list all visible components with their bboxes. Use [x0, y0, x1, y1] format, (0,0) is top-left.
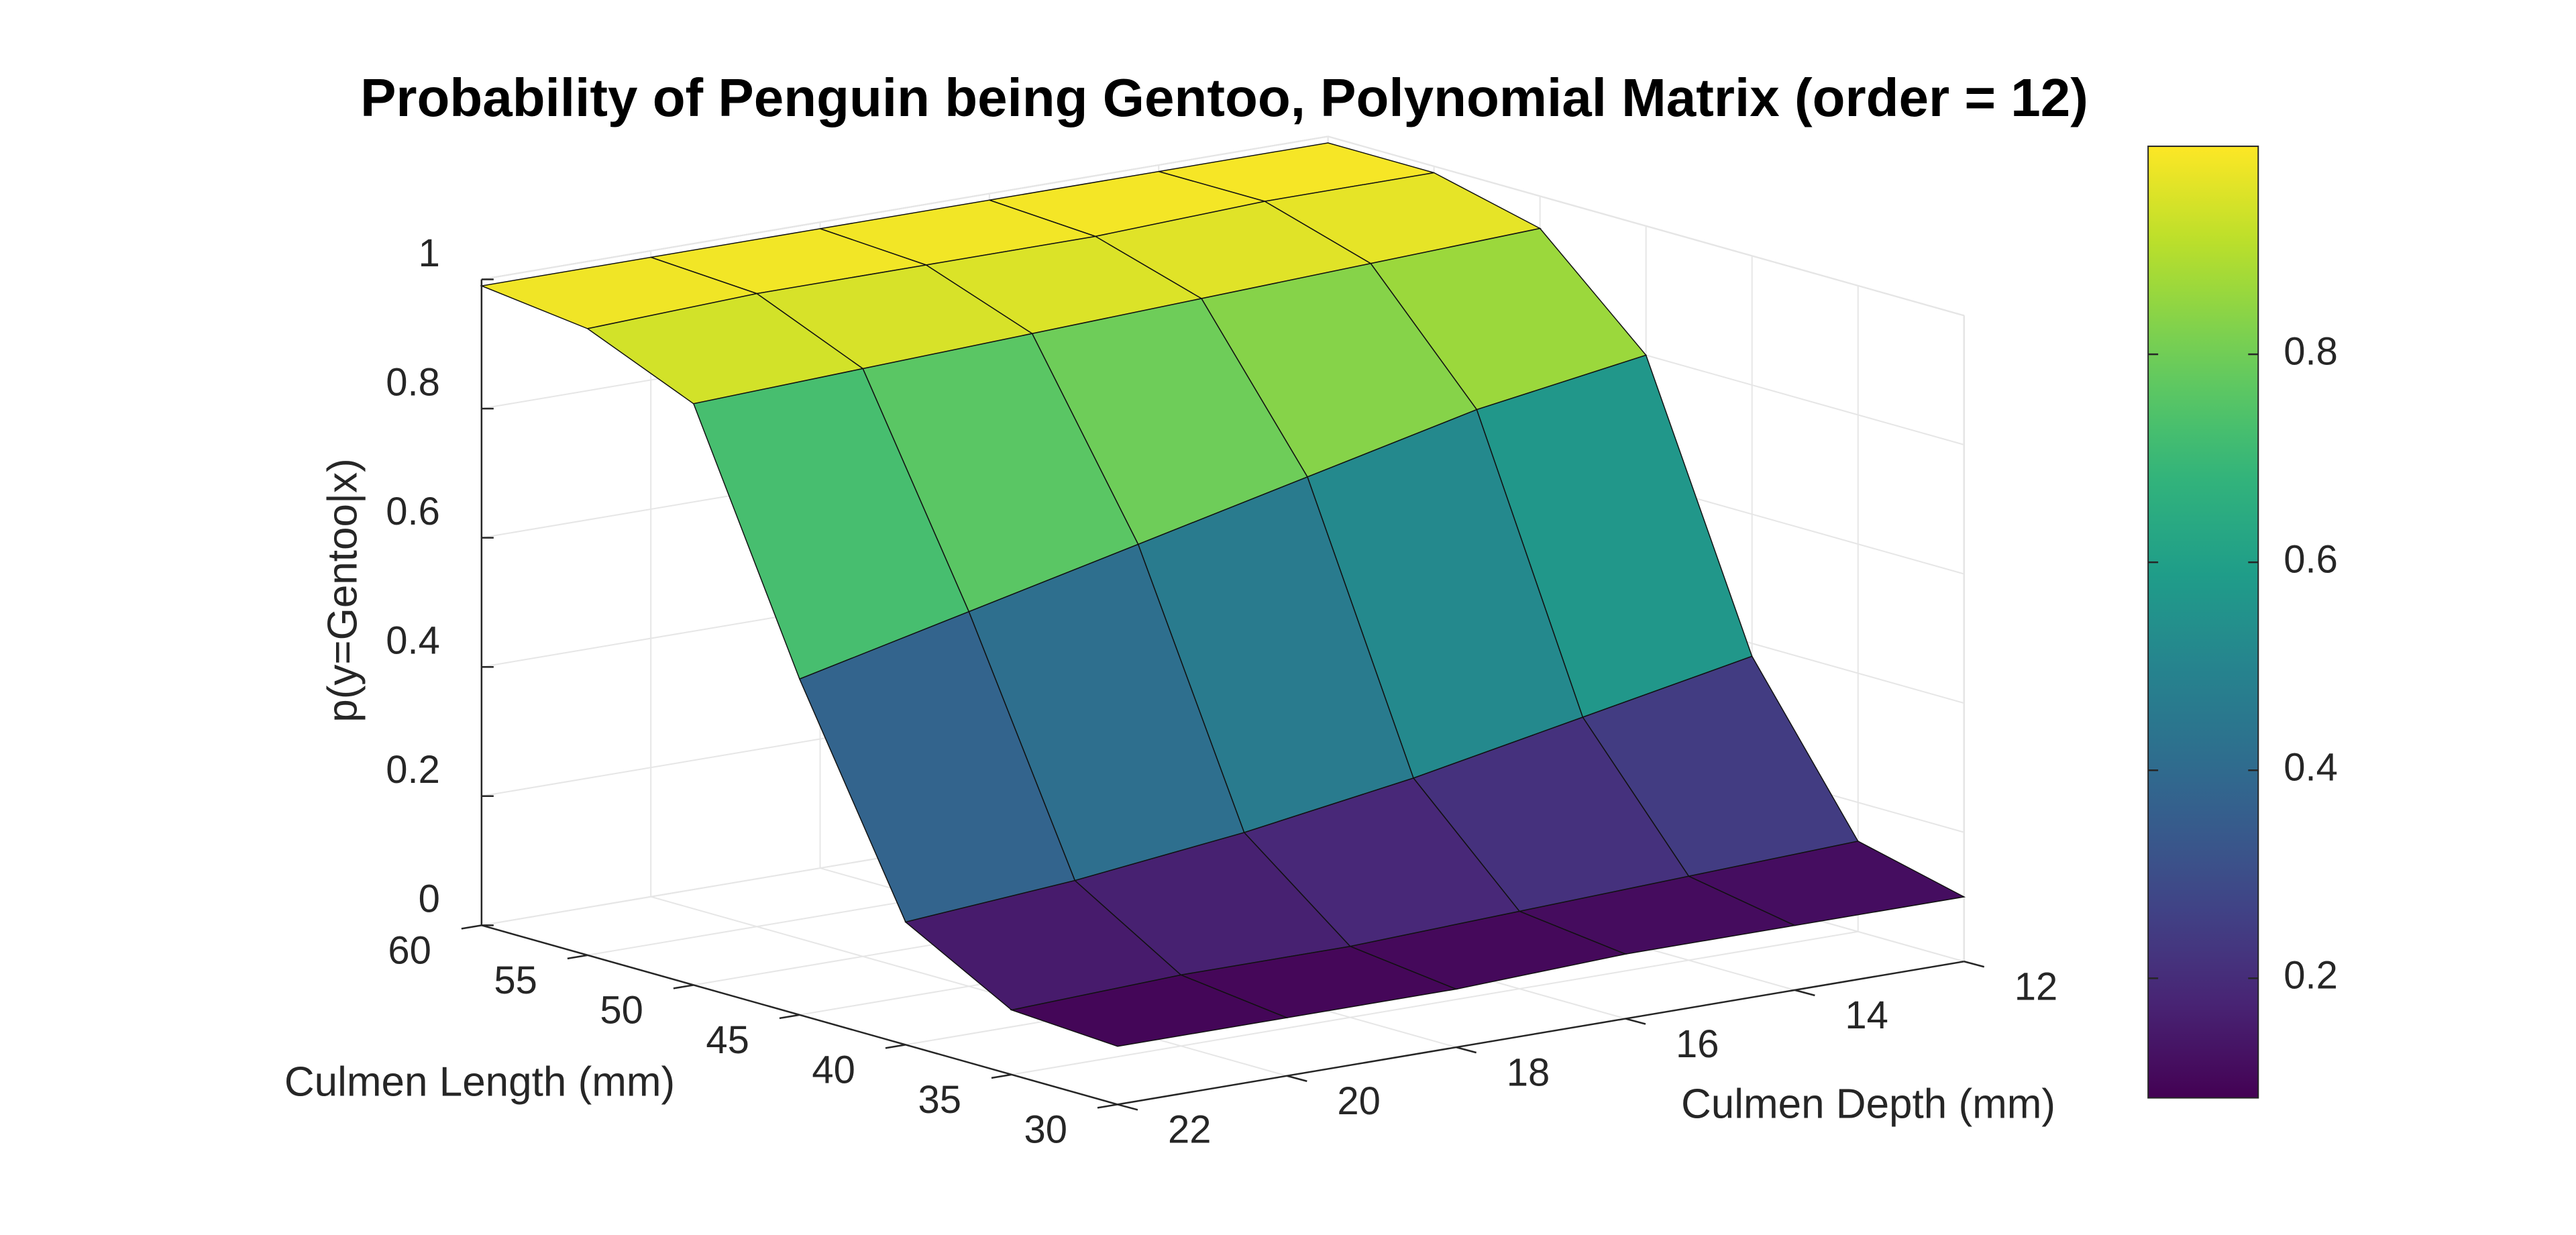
- y-axis-label: Culmen Depth (mm): [1681, 1081, 2055, 1127]
- x-tick: [461, 924, 482, 930]
- x-tick-label: 50: [600, 989, 643, 1032]
- x-tick-label: 40: [812, 1049, 855, 1092]
- x-tick: [779, 1014, 800, 1020]
- y-tick-label: 20: [1337, 1079, 1381, 1123]
- x-tick: [673, 984, 694, 989]
- grid-line: [650, 896, 1287, 1077]
- y-tick: [1964, 961, 1985, 968]
- z-tick-label: 0.6: [386, 490, 440, 533]
- z-tick-label: 0: [419, 877, 440, 921]
- x-tick: [991, 1073, 1012, 1079]
- z-tick-label: 1: [419, 231, 440, 275]
- y-tick-label: 22: [1168, 1108, 1212, 1152]
- y-tick: [1456, 1046, 1477, 1054]
- x-tick-label: 30: [1024, 1108, 1067, 1152]
- x-tick-label: 60: [388, 929, 431, 973]
- colorbar-tick-label: 0.8: [2284, 329, 2338, 373]
- colorbar-gradient: [2147, 146, 2259, 1099]
- x-tick: [1097, 1104, 1118, 1109]
- x-axis-label: Culmen Length (mm): [284, 1059, 675, 1105]
- y-tick: [1794, 989, 1815, 997]
- x-tick: [885, 1044, 906, 1049]
- colorbar-tick-label: 0.6: [2284, 538, 2338, 582]
- y-axis-line: [1117, 961, 1964, 1106]
- surface: [480, 142, 1966, 1047]
- colorbar-tick-label: 0.2: [2284, 954, 2338, 998]
- x-tick-label: 55: [494, 959, 537, 1002]
- y-tick-label: 18: [1507, 1051, 1550, 1094]
- colorbar: 0.2 0.4 0.6 0.8: [2147, 146, 2338, 1099]
- y-tick: [1117, 1104, 1138, 1111]
- y-tick-label: 12: [2015, 965, 2058, 1009]
- grid-line: [1328, 136, 1965, 317]
- grid-line: [481, 136, 1328, 280]
- x-tick-label: 45: [706, 1018, 749, 1062]
- colorbar-tick-label: 0.4: [2284, 746, 2338, 790]
- ticks: 0 0.2 0.4 0.6 0.8 1 30 35 40 45 50 55 60 12 14 16 18 20 22: [386, 231, 2057, 1152]
- z-tick-label: 0.2: [386, 748, 440, 792]
- y-tick-label: 16: [1676, 1022, 1719, 1066]
- chart-title: Probability of Penguin being Gentoo, Pol…: [360, 68, 2088, 127]
- grid-line: [1011, 930, 1858, 1075]
- z-axis-label: p(y=Gentoo|x): [319, 458, 366, 722]
- y-tick-label: 14: [1845, 994, 1888, 1037]
- z-tick-label: 0.8: [386, 360, 440, 404]
- x-tick: [567, 954, 588, 960]
- x-tick-label: 35: [918, 1078, 961, 1122]
- y-tick: [1287, 1075, 1307, 1082]
- z-tick-label: 0.4: [386, 619, 440, 663]
- y-tick: [1625, 1018, 1646, 1025]
- surface-patch: [1010, 974, 1289, 1047]
